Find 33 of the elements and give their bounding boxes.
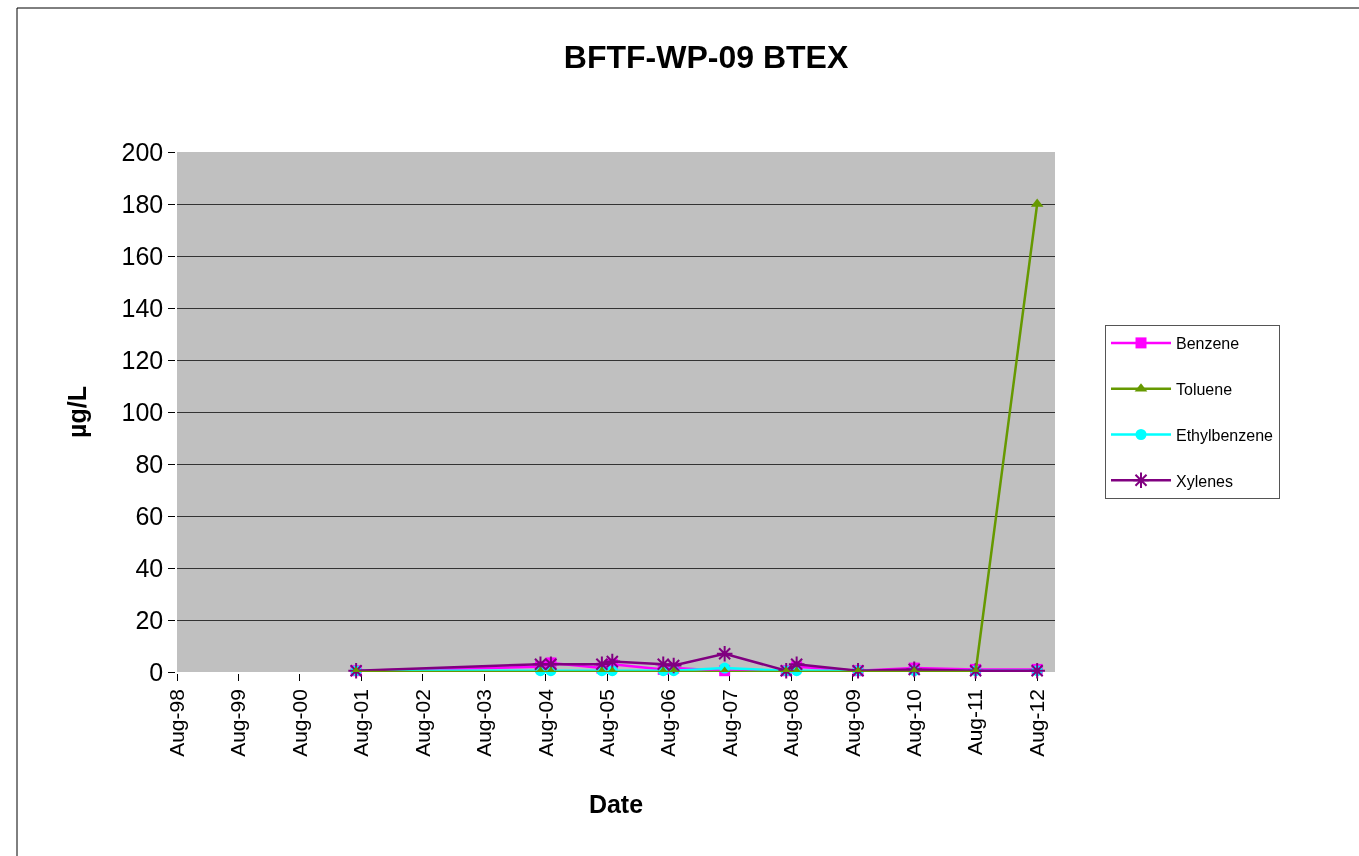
x-tick-label: Aug-11 (963, 689, 987, 756)
legend-label: Xylenes (1176, 472, 1233, 490)
y-tick-label: 20 (135, 605, 164, 634)
y-tick-label: 140 (121, 293, 164, 322)
y-tick-label: 180 (121, 189, 164, 218)
legend-label: Ethylbenzene (1176, 426, 1274, 444)
chart-title: BFTF-WP-09 BTEX (563, 39, 849, 76)
x-axis-title: Date (588, 790, 644, 819)
y-tick-label: 0 (149, 657, 164, 686)
x-tick-label: Aug-05 (594, 689, 618, 757)
y-tick-label: 100 (121, 397, 164, 426)
y-tick-label: 160 (121, 241, 164, 270)
y-tick-label: 200 (121, 137, 164, 166)
x-tick-label: Aug-99 (226, 689, 250, 757)
x-tick-label: Aug-01 (349, 689, 373, 757)
x-tick-label: Aug-07 (717, 689, 741, 757)
x-tick-label: Aug-00 (287, 689, 311, 757)
x-tick-label: Aug-06 (656, 689, 680, 757)
y-tick-label: 80 (135, 449, 164, 478)
y-tick-label: 40 (135, 553, 164, 582)
legend-label: Benzene (1176, 335, 1240, 353)
x-tick-label: Aug-10 (902, 689, 926, 757)
x-tick-label: Aug-02 (410, 689, 434, 757)
x-tick-label: Aug-12 (1024, 689, 1048, 757)
legend-label: Toluene (1176, 380, 1233, 398)
x-tick-label: Aug-09 (840, 689, 864, 757)
y-tick-label: 60 (135, 501, 164, 530)
y-tick-label: 120 (121, 345, 164, 374)
x-tick-label: Aug-03 (471, 689, 495, 757)
y-axis-title: µg/L (62, 386, 91, 438)
x-tick-label: Aug-04 (533, 688, 557, 757)
x-tick-label: Aug-08 (779, 689, 803, 757)
x-tick-label: Aug-98 (164, 689, 188, 757)
